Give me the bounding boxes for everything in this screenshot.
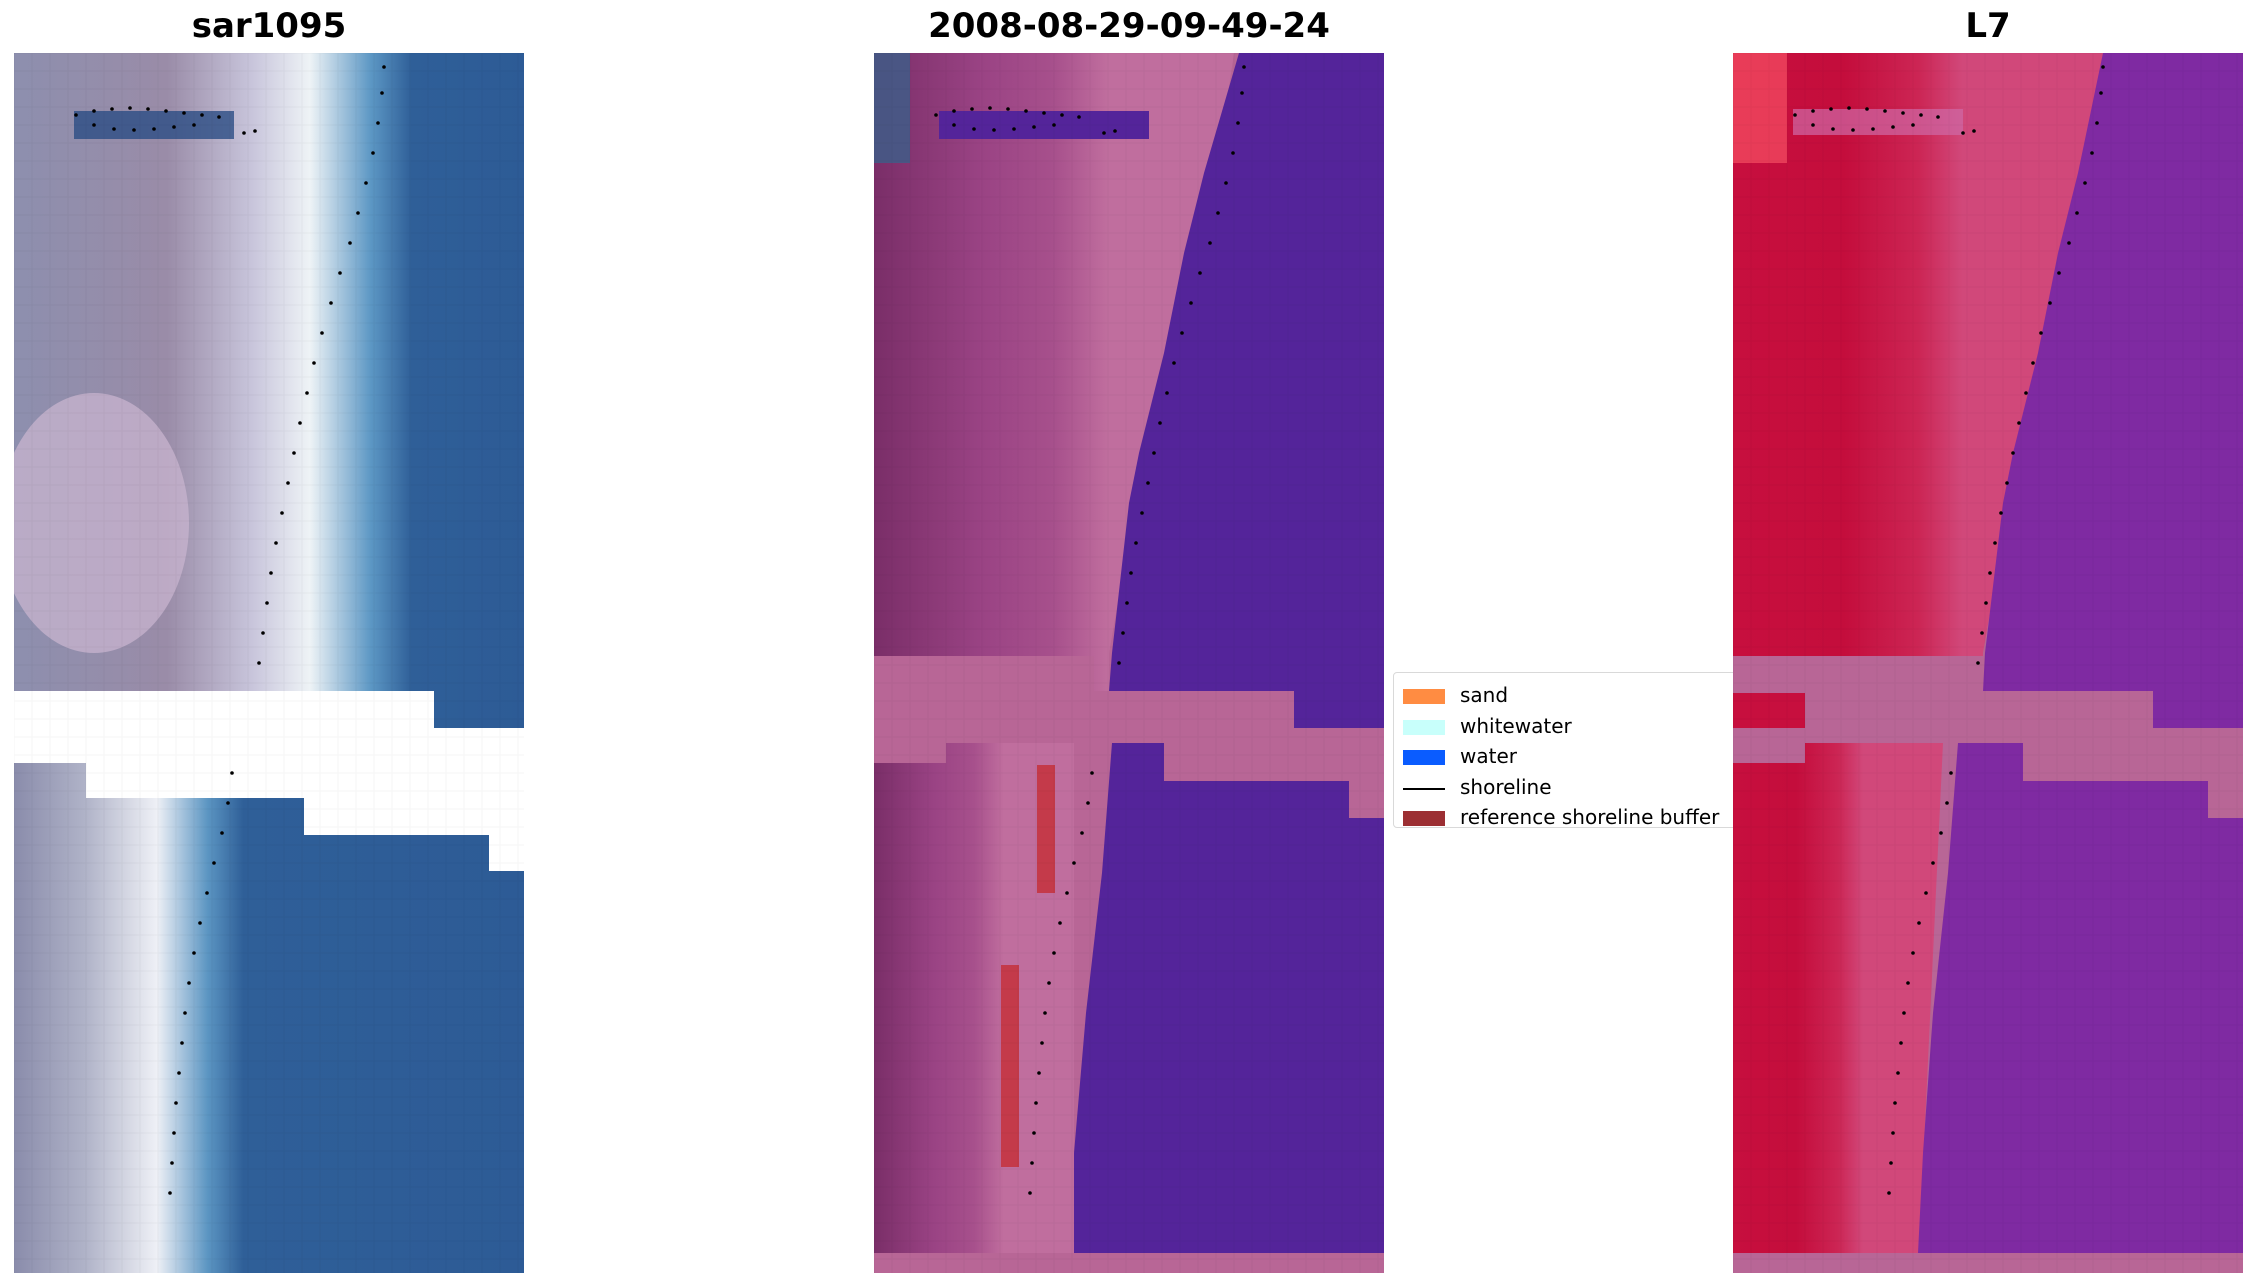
rgb-image-panel [14, 53, 524, 1273]
legend-line-shoreline [1403, 787, 1445, 790]
legend-label-water: water [1460, 744, 1517, 768]
legend-item-buffer: reference shoreline buffer [1394, 803, 1738, 834]
legend-label-buffer: reference shoreline buffer [1460, 805, 1720, 829]
classified-image [874, 53, 1384, 1273]
legend-swatch-sand [1403, 689, 1445, 704]
index-image [1733, 53, 2243, 1273]
legend-label-shoreline: shoreline [1460, 774, 1552, 799]
panel-title-index: L7 [1965, 6, 2011, 46]
rgb-image [14, 53, 524, 1273]
legend-item-whitewater: whitewater [1394, 712, 1738, 743]
panel-title-rgb: sar1095 [191, 6, 347, 46]
legend-item-water: water [1394, 742, 1738, 773]
legend-label-whitewater: whitewater [1460, 713, 1572, 738]
legend-label-sand: sand [1460, 683, 1509, 707]
index-image-panel [1733, 53, 2243, 1273]
legend-item-sand: sand [1394, 681, 1738, 712]
panel-title-classified: 2008-08-29-09-49-24 [928, 6, 1330, 46]
classified-image-panel [874, 53, 1384, 1273]
legend-swatch-water [1403, 750, 1445, 765]
legend-swatch-buffer [1403, 811, 1445, 826]
legend: sand whitewater water shoreline referenc… [1393, 672, 1739, 829]
legend-item-shoreline: shoreline [1394, 773, 1738, 804]
legend-swatch-whitewater [1403, 719, 1445, 735]
